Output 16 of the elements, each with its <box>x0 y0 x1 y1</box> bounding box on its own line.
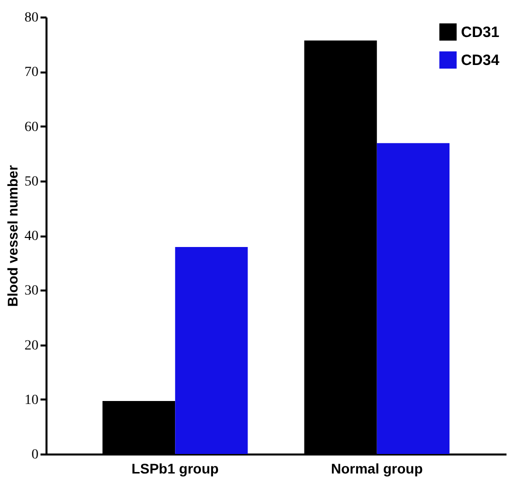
bar <box>175 246 248 454</box>
legend-label: CD34 <box>461 52 500 69</box>
y-axis-title: Blood vessel number <box>4 164 20 307</box>
y-tick-label: 80 <box>24 10 38 26</box>
bar <box>376 143 450 454</box>
y-tick-label: 70 <box>24 65 38 80</box>
y-tick-label: 30 <box>24 284 38 299</box>
x-tick-label: LSPb1 group <box>132 460 219 476</box>
y-tick-label: 10 <box>24 392 38 408</box>
y-tick-label: 20 <box>24 338 38 354</box>
y-tick-label: 50 <box>24 174 38 190</box>
y-tick-label: 0 <box>32 448 38 462</box>
y-tick-label: 60 <box>24 120 38 135</box>
x-tick-label: Normal group <box>330 460 423 476</box>
legend-label: CD31 <box>461 24 500 41</box>
y-tick-label: 40 <box>24 229 38 244</box>
